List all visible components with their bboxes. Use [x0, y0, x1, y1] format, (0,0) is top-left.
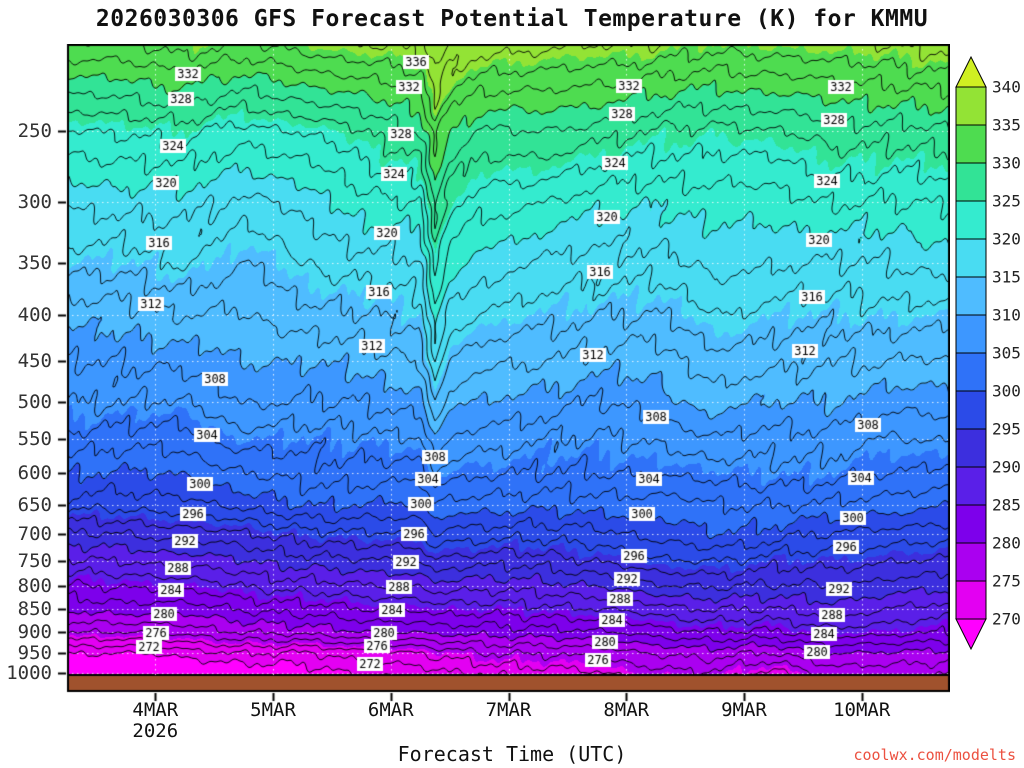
watermark-link[interactable]: coolwx.com/modelts [853, 746, 1016, 764]
colorbar-tick-label: 310 [992, 306, 1021, 325]
y-tick-label: 250 [17, 120, 52, 143]
colorbar-tick-label: 305 [992, 344, 1021, 363]
x-tick-label: 4MAR [132, 699, 179, 721]
colorbar-tick-label: 335 [992, 116, 1021, 135]
x-axis-title: Forecast Time (UTC) [397, 742, 627, 766]
y-tick-label: 950 [17, 641, 52, 664]
x-axis-year-label: 2026 [132, 720, 179, 742]
contour-plot-canvas [57, 44, 950, 704]
colorbar-tick-label: 285 [992, 496, 1021, 515]
y-tick-label: 500 [17, 391, 52, 414]
y-tick-label: 1000 [6, 661, 52, 684]
x-tick-label: 8MAR [603, 699, 650, 721]
y-tick-label: 550 [17, 428, 52, 451]
y-tick-label: 700 [17, 522, 52, 545]
colorbar-tick-label: 290 [992, 458, 1021, 477]
x-tick-label: 7MAR [485, 699, 532, 721]
y-tick-label: 850 [17, 598, 52, 621]
y-tick-label: 600 [17, 462, 52, 485]
colorbar-tick-label: 330 [992, 154, 1021, 173]
y-tick-label: 300 [17, 191, 52, 214]
colorbar-tick-label: 315 [992, 268, 1021, 287]
x-tick-label: 9MAR [721, 699, 767, 721]
y-tick-label: 650 [17, 493, 52, 516]
colorbar-tick-label: 275 [992, 572, 1021, 591]
colorbar-tick-label: 325 [992, 192, 1021, 211]
colorbar-tick-label: 270 [992, 610, 1021, 629]
y-tick-label: 400 [17, 303, 52, 326]
colorbar-tick-label: 280 [992, 534, 1021, 553]
x-tick-label: 6MAR [367, 699, 414, 721]
chart-title: 2026030306 GFS Forecast Potential Temper… [95, 6, 929, 32]
colorbar-tick-label: 295 [992, 420, 1021, 439]
y-tick-label: 900 [17, 620, 52, 643]
colorbar: 340 335 330 325 320 315 310 305 300 295 290 285 280 2… [955, 56, 1021, 651]
colorbar-tick-label: 320 [992, 230, 1021, 249]
colorbar-tick-label: 340 [992, 78, 1021, 97]
y-tick-label: 800 [17, 574, 52, 597]
x-tick-label: 10MAR [833, 699, 891, 721]
y-tick-label: 450 [17, 349, 52, 372]
x-tick-label: 5MAR [250, 699, 296, 721]
y-tick-label: 350 [17, 251, 52, 274]
colorbar-tick-label: 300 [992, 382, 1021, 401]
y-tick-label: 750 [17, 549, 52, 572]
